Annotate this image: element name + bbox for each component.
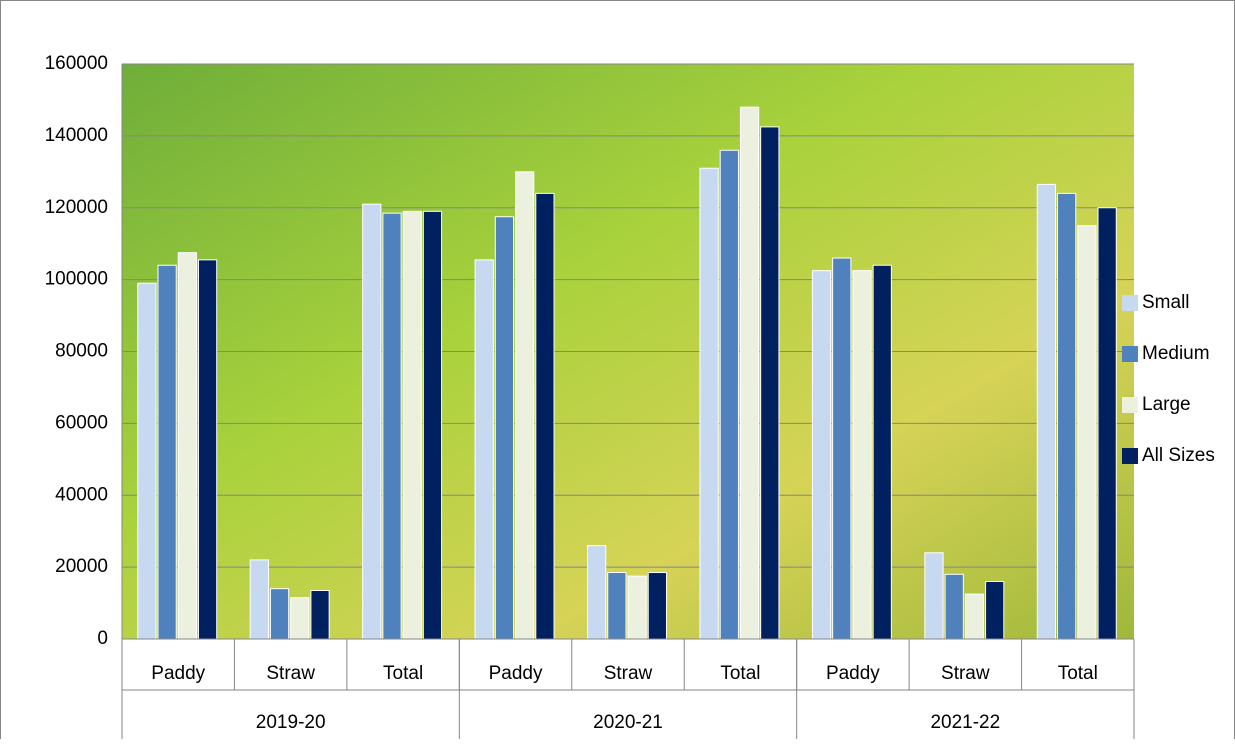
bar (588, 546, 606, 639)
bar (853, 271, 871, 639)
bar (761, 127, 779, 639)
y-tick-label: 120000 (45, 197, 108, 218)
bar (198, 260, 216, 639)
bar (383, 213, 401, 639)
bar (720, 150, 738, 639)
x-tick-label: Straw (604, 663, 653, 684)
bar (700, 168, 718, 639)
x-tick-label: Straw (266, 663, 315, 684)
y-tick-label: 140000 (45, 125, 108, 146)
legend-label: All Sizes (1142, 445, 1215, 466)
x-tick-label: Total (383, 663, 423, 684)
legend-swatch (1122, 397, 1138, 413)
y-tick-label: 0 (97, 628, 108, 649)
bar (138, 283, 156, 639)
bar (1078, 226, 1096, 639)
bar (363, 204, 381, 639)
bar (628, 576, 646, 639)
bar (873, 265, 891, 639)
bar (423, 211, 441, 639)
x-tick-label: Straw (941, 663, 990, 684)
group-label: 2020-21 (593, 712, 663, 733)
bar (158, 265, 176, 639)
bar (965, 594, 983, 639)
legend-swatch (1122, 346, 1138, 362)
bar (270, 589, 288, 639)
bar (475, 260, 493, 639)
x-tick-label: Paddy (151, 663, 205, 684)
x-tick-label: Total (720, 663, 760, 684)
bar (740, 107, 758, 639)
bar (536, 193, 554, 639)
legend-swatch (1122, 448, 1138, 464)
bar (812, 271, 830, 639)
y-tick-label: 40000 (55, 484, 108, 505)
bar (178, 253, 196, 639)
bar (608, 573, 626, 639)
bar (925, 553, 943, 639)
bar (403, 211, 421, 639)
group-label: 2019-20 (256, 712, 326, 733)
bar (833, 258, 851, 639)
bar (495, 217, 513, 639)
x-tick-label: Paddy (826, 663, 880, 684)
x-tick-label: Total (1058, 663, 1098, 684)
bar (945, 574, 963, 639)
y-tick-label: 160000 (45, 53, 108, 74)
x-tick-label: Paddy (489, 663, 543, 684)
bar (1037, 184, 1055, 639)
group-label: 2021-22 (930, 712, 1000, 733)
bar (1098, 208, 1116, 639)
y-tick-label: 60000 (55, 412, 108, 433)
legend-label: Small (1142, 292, 1190, 313)
bar (291, 598, 309, 639)
y-tick-label: 80000 (55, 341, 108, 362)
bar (516, 172, 534, 639)
bar (250, 560, 268, 639)
y-tick-label: 20000 (55, 556, 108, 577)
legend-swatch (1122, 295, 1138, 311)
legend-label: Medium (1142, 343, 1210, 364)
bar (648, 573, 666, 639)
legend-label: Large (1142, 394, 1191, 415)
bar (1058, 193, 1076, 639)
y-tick-label: 100000 (45, 269, 108, 290)
chart: 0 20000 40000 60000 80000 100000 120000 140000 1… (0, 0, 1235, 739)
bar (311, 590, 329, 639)
bar (986, 582, 1004, 640)
